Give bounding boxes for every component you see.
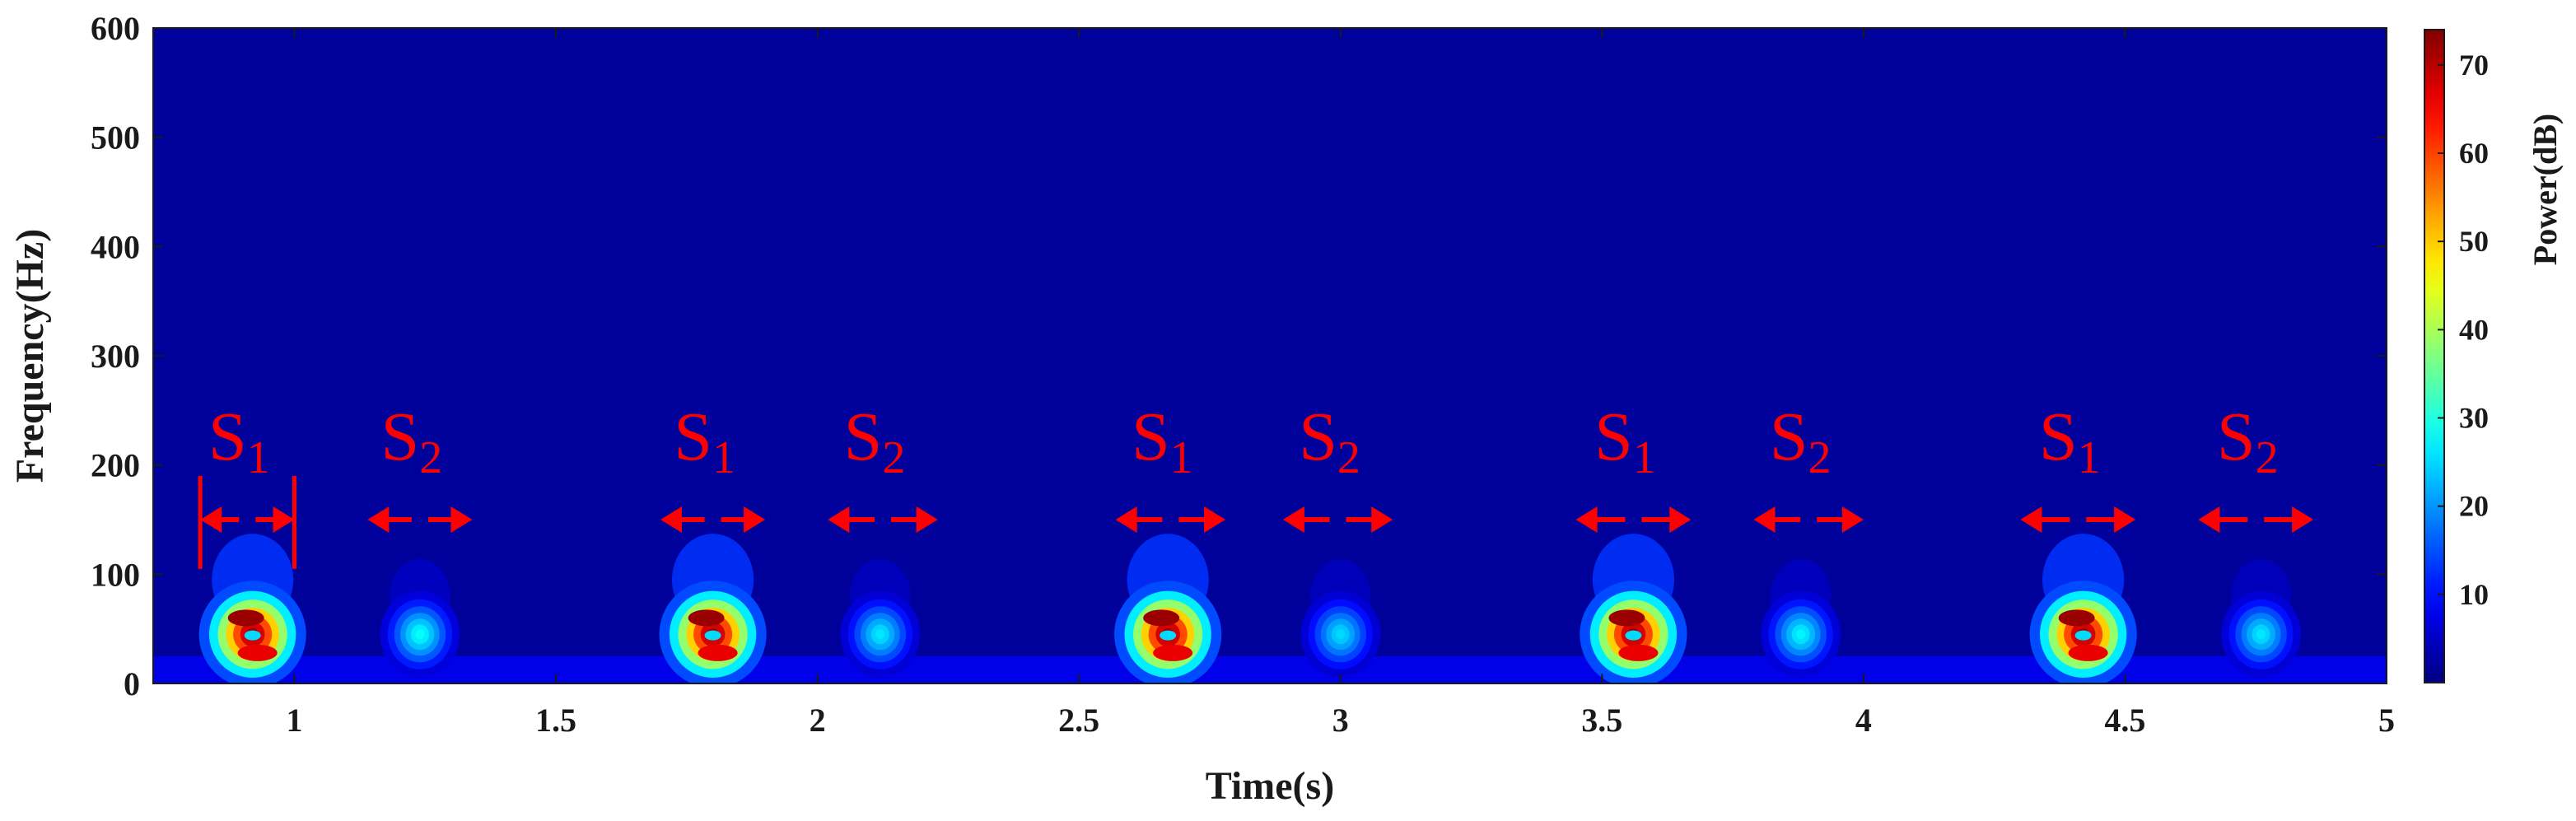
energy-blob-s1 xyxy=(2029,534,2137,683)
energy-blob-s2 xyxy=(2221,558,2301,678)
colorbar-tick-label: 30 xyxy=(2459,402,2489,435)
x-tick-label: 5 xyxy=(2378,702,2395,739)
energy-blob-s2 xyxy=(1761,558,1841,678)
energy-blob-s2 xyxy=(840,558,921,678)
y-tick-label: 400 xyxy=(91,228,140,265)
arrow-head-left xyxy=(2020,506,2042,533)
colorbar: 10 20 30 40 50 60 70 Power(dB) xyxy=(2424,29,2564,683)
x-tick-label: 3.5 xyxy=(1581,702,1622,739)
y-tick-label: 600 xyxy=(91,10,140,47)
segment-label: S2 xyxy=(1299,399,1360,483)
arrow-head-left xyxy=(660,506,683,533)
x-tick-label: 3 xyxy=(1332,702,1349,739)
arrow-head-right xyxy=(1371,506,1393,533)
low-frequency-floor xyxy=(153,655,2387,683)
energy-blob-s1 xyxy=(1114,534,1222,683)
y-axis-ticks: 0 100 200 300 400 500 600 xyxy=(91,10,2387,702)
arrow-head-right xyxy=(1204,506,1226,533)
x-tick-label: 2.5 xyxy=(1058,702,1099,739)
x-tick-label: 2 xyxy=(810,702,826,739)
energy-blob-s1 xyxy=(1580,534,1687,683)
energy-blob-s1 xyxy=(659,534,767,683)
y-axis-title: Frequency(Hz) xyxy=(8,229,52,483)
x-axis-title: Time(s) xyxy=(1206,764,1334,808)
y-tick-label: 200 xyxy=(91,447,140,484)
segment-label: S2 xyxy=(844,399,906,483)
arrow-head-right xyxy=(916,506,938,533)
spectrogram-background xyxy=(153,28,2387,683)
x-axis-ticks: 1 1.5 2 2.5 3 3.5 4 4.5 5 xyxy=(286,28,2395,739)
energy-blob-s2 xyxy=(380,558,460,678)
arrow-head-right xyxy=(450,506,473,533)
arrow-head-left xyxy=(1753,506,1776,533)
colorbar-scale xyxy=(2424,29,2445,683)
colorbar-tick-label: 40 xyxy=(2459,313,2489,346)
colorbar-ticks: 10 20 30 40 50 60 70 xyxy=(2438,49,2489,611)
plot-area xyxy=(153,28,2387,683)
energy-blob-s1 xyxy=(198,534,306,683)
arrow-head-left xyxy=(367,506,390,533)
arrow-head-left xyxy=(828,506,850,533)
colorbar-tick-label: 50 xyxy=(2459,225,2489,258)
colorbar-tick-label: 20 xyxy=(2459,490,2489,523)
x-tick-label: 4.5 xyxy=(2104,702,2145,739)
arrow-head-right xyxy=(2292,506,2314,533)
energy-blob-s2 xyxy=(1300,558,1381,678)
arrow-head-right xyxy=(2114,506,2136,533)
segment-annotation-s1: S1 xyxy=(198,399,296,569)
x-tick-label: 1 xyxy=(286,702,302,739)
x-tick-label: 1.5 xyxy=(535,702,576,739)
x-tick-label: 4 xyxy=(1855,702,1872,739)
annotation-layer: S1 S2 S1 S2 S1 S2 S1 S2 S1 S2 xyxy=(198,399,2314,569)
arrow-head-right xyxy=(1669,506,1692,533)
segment-label: S1 xyxy=(208,399,270,483)
spectrogram-energy-layer xyxy=(153,534,2387,683)
colorbar-title: Power(dB) xyxy=(2527,114,2564,265)
segment-annotation-s2: S2 xyxy=(828,399,938,533)
arrow-head-left xyxy=(1282,506,1304,533)
arrow-head-right xyxy=(744,506,766,533)
y-tick-label: 300 xyxy=(91,338,140,375)
arrow-head-right xyxy=(273,506,295,533)
colorbar-tick-label: 60 xyxy=(2459,137,2489,170)
segment-annotation-s2: S2 xyxy=(1282,399,1393,533)
arrow-head-left xyxy=(1115,506,1137,533)
y-tick-label: 100 xyxy=(91,556,140,593)
colorbar-tick-label: 10 xyxy=(2459,578,2489,611)
arrow-head-left xyxy=(2198,506,2220,533)
arrow-head-left xyxy=(1575,506,1598,533)
arrow-head-right xyxy=(1841,506,1864,533)
y-tick-label: 500 xyxy=(91,119,140,156)
colorbar-tick-label: 70 xyxy=(2459,49,2489,82)
arrow-head-left xyxy=(200,506,222,533)
y-tick-label: 0 xyxy=(124,665,140,702)
